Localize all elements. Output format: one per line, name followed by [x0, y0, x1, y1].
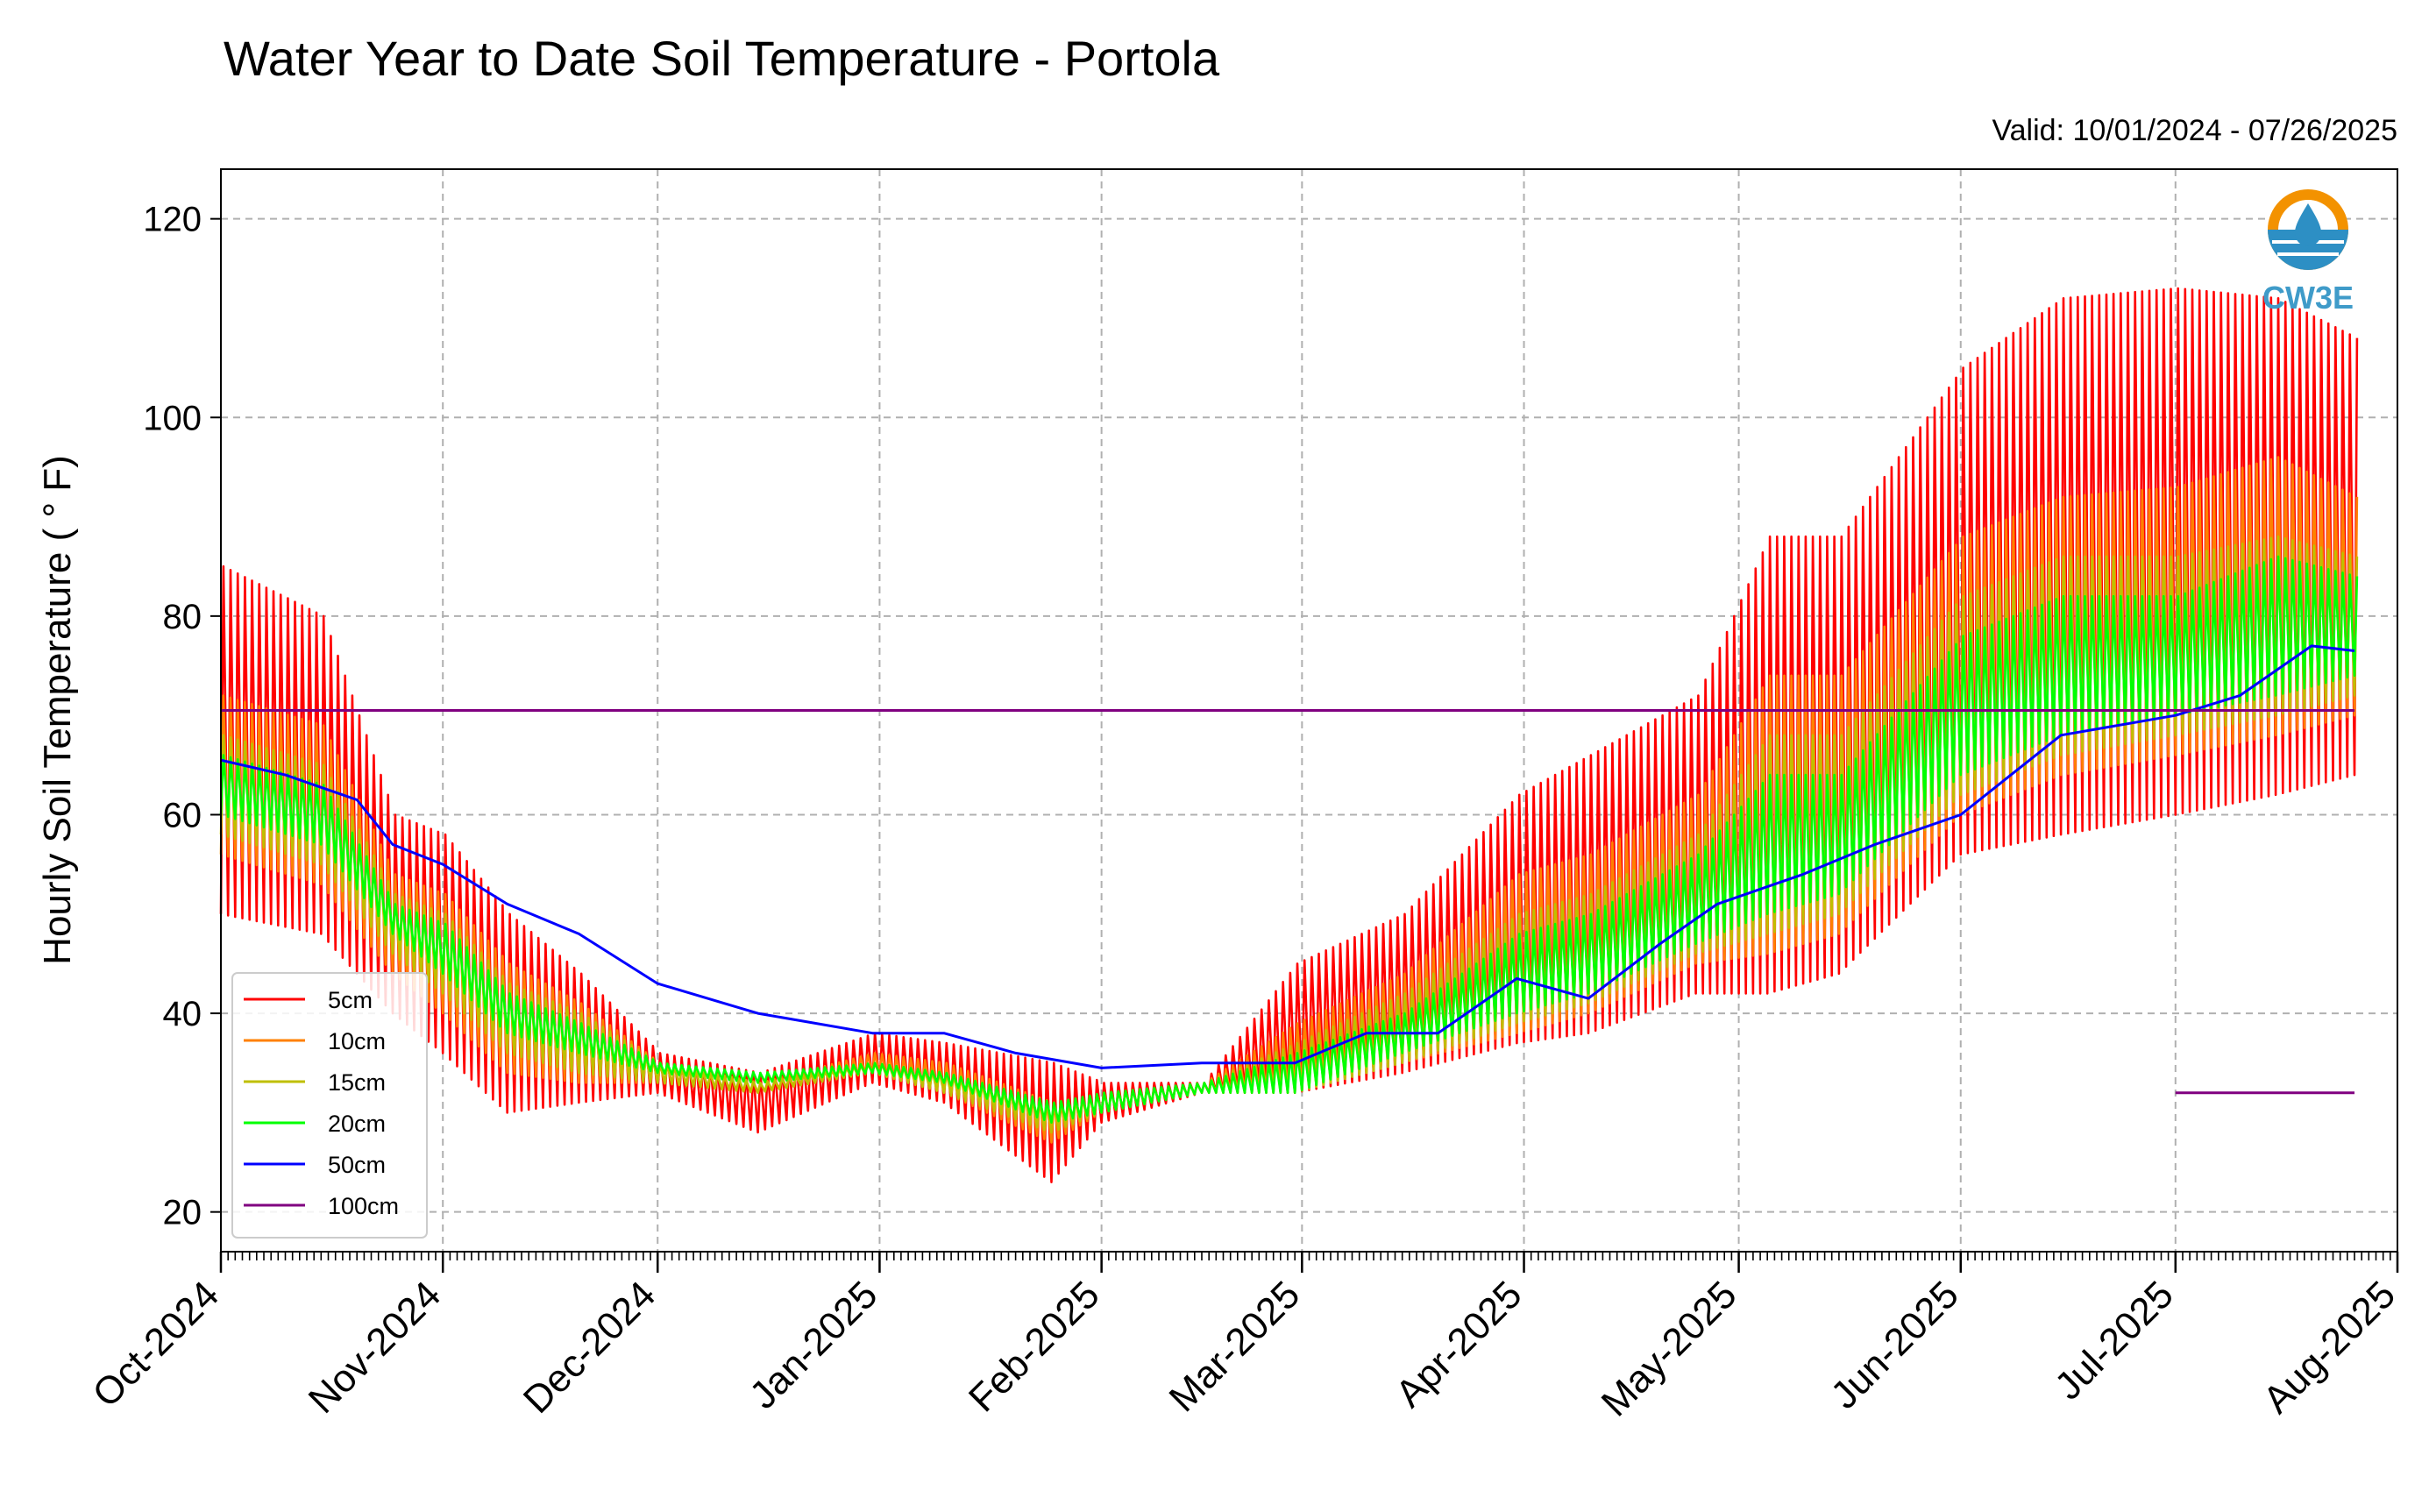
legend-label-15cm: 15cm: [328, 1069, 386, 1096]
y-tick-label-3: 80: [163, 598, 202, 636]
logo-text: CW3E: [2262, 280, 2354, 316]
y-tick-label-4: 100: [143, 399, 202, 437]
series-lines: [219, 287, 2359, 1183]
y-tick-label-2: 60: [163, 796, 202, 834]
y-tick-label-0: 20: [163, 1194, 202, 1232]
cw3e-logo: CW3E: [2262, 189, 2354, 316]
legend: 5cm 10cm 15cm 20cm 50cm 100cm: [231, 972, 428, 1239]
y-tick-label-1: 40: [163, 995, 202, 1033]
series-line-20cm: [219, 555, 2359, 1124]
legend-label-20cm: 20cm: [328, 1111, 386, 1137]
legend-label-5cm: 5cm: [328, 987, 373, 1013]
series-line-50cm: [220, 644, 2355, 1069]
chart-title: Water Year to Date Soil Temperature - Po…: [224, 31, 1220, 86]
y-tick-label-5: 120: [143, 201, 202, 239]
y-axis-label: Hourly Soil Temperature ( ° F): [36, 455, 79, 965]
legend-label-50cm: 50cm: [328, 1152, 386, 1178]
legend-label-100cm: 100cm: [328, 1193, 399, 1219]
legend-label-10cm: 10cm: [328, 1028, 386, 1054]
logo-drop-icon: [2295, 203, 2321, 246]
valid-range: Valid: 10/01/2024 - 07/26/2025: [1992, 114, 2397, 147]
logo-wave-icon: [2268, 230, 2348, 270]
y-axis: 20 40 60 80 100 120: [143, 201, 221, 1232]
